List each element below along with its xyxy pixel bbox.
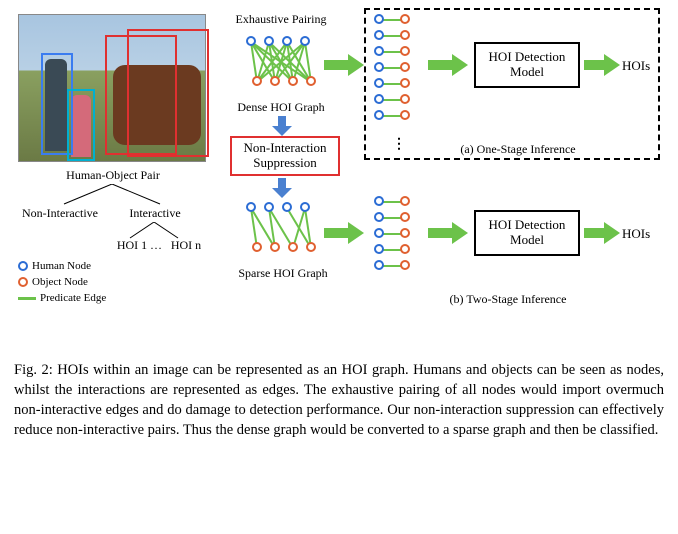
legend-edge-label: Predicate Edge — [40, 292, 106, 304]
object-node-icon — [306, 242, 316, 252]
right-arrow-icon — [324, 222, 364, 244]
legend-edge: Predicate Edge — [18, 292, 106, 304]
bbox-human — [67, 89, 95, 161]
figure-diagram: Human-Object Pair Non-Interactive Intera… — [8, 8, 668, 338]
human-node-icon — [300, 36, 310, 46]
model-box-bottom: HOI Detection Model — [474, 210, 580, 256]
exhaustive-label: Exhaustive Pairing — [216, 12, 346, 27]
human-node-icon — [18, 261, 28, 271]
object-node-icon — [270, 76, 280, 86]
human-node-icon — [300, 202, 310, 212]
down-arrow-icon — [272, 116, 292, 136]
object-node-icon — [252, 242, 262, 252]
model-label: HOI Detection Model — [489, 218, 566, 248]
tree-leaf-dots: … — [146, 238, 166, 253]
object-node-icon — [288, 242, 298, 252]
nis-label: Non-Interaction Suppression — [243, 141, 326, 171]
dense-label: Dense HOI Graph — [218, 100, 344, 115]
stage-a-label: (a) One-Stage Inference — [428, 142, 608, 157]
human-node-icon — [282, 202, 292, 212]
human-node-icon — [264, 36, 274, 46]
human-node-icon — [246, 202, 256, 212]
hois-label-bottom: HOIs — [622, 226, 650, 242]
down-arrow-icon — [272, 178, 292, 198]
human-node-icon — [246, 36, 256, 46]
human-node-icon — [374, 244, 384, 254]
bbox-object — [127, 29, 209, 157]
predicate-edge-icon — [18, 297, 36, 300]
object-node-icon — [270, 242, 280, 252]
object-node-icon — [400, 212, 410, 222]
one-stage-box — [364, 8, 660, 160]
tree-left: Non-Interactive — [8, 206, 112, 221]
photo-label: Human-Object Pair — [38, 168, 188, 183]
human-node-icon — [374, 212, 384, 222]
legend-human: Human Node — [18, 260, 91, 272]
object-node-icon — [400, 260, 410, 270]
human-node-icon — [374, 196, 384, 206]
right-arrow-icon — [584, 222, 620, 244]
pair-column-bottom — [374, 196, 424, 286]
object-node-icon — [400, 196, 410, 206]
legend-object: Object Node — [18, 276, 88, 288]
tree-leaf-r: HOI n — [164, 238, 208, 253]
right-arrow-icon — [428, 222, 468, 244]
photo-human-object — [18, 14, 206, 162]
legend-object-label: Object Node — [32, 276, 88, 288]
object-node-icon — [288, 76, 298, 86]
tree-right: Interactive — [112, 206, 198, 221]
human-node-icon — [374, 228, 384, 238]
object-node-icon — [400, 244, 410, 254]
legend-human-label: Human Node — [32, 260, 91, 272]
sparse-hoi-graph — [246, 202, 318, 258]
figure-caption: Fig. 2: HOIs within an image can be repr… — [14, 360, 664, 440]
human-node-icon — [374, 260, 384, 270]
sparse-label: Sparse HOI Graph — [218, 266, 348, 281]
human-node-icon — [282, 36, 292, 46]
object-node-icon — [252, 76, 262, 86]
right-arrow-icon — [324, 54, 364, 76]
object-node-icon — [18, 277, 28, 287]
human-node-icon — [264, 202, 274, 212]
stage-b-label: (b) Two-Stage Inference — [408, 292, 608, 307]
object-node-icon — [400, 228, 410, 238]
object-node-icon — [306, 76, 316, 86]
nis-box: Non-Interaction Suppression — [230, 136, 340, 176]
dense-hoi-graph — [246, 36, 318, 92]
